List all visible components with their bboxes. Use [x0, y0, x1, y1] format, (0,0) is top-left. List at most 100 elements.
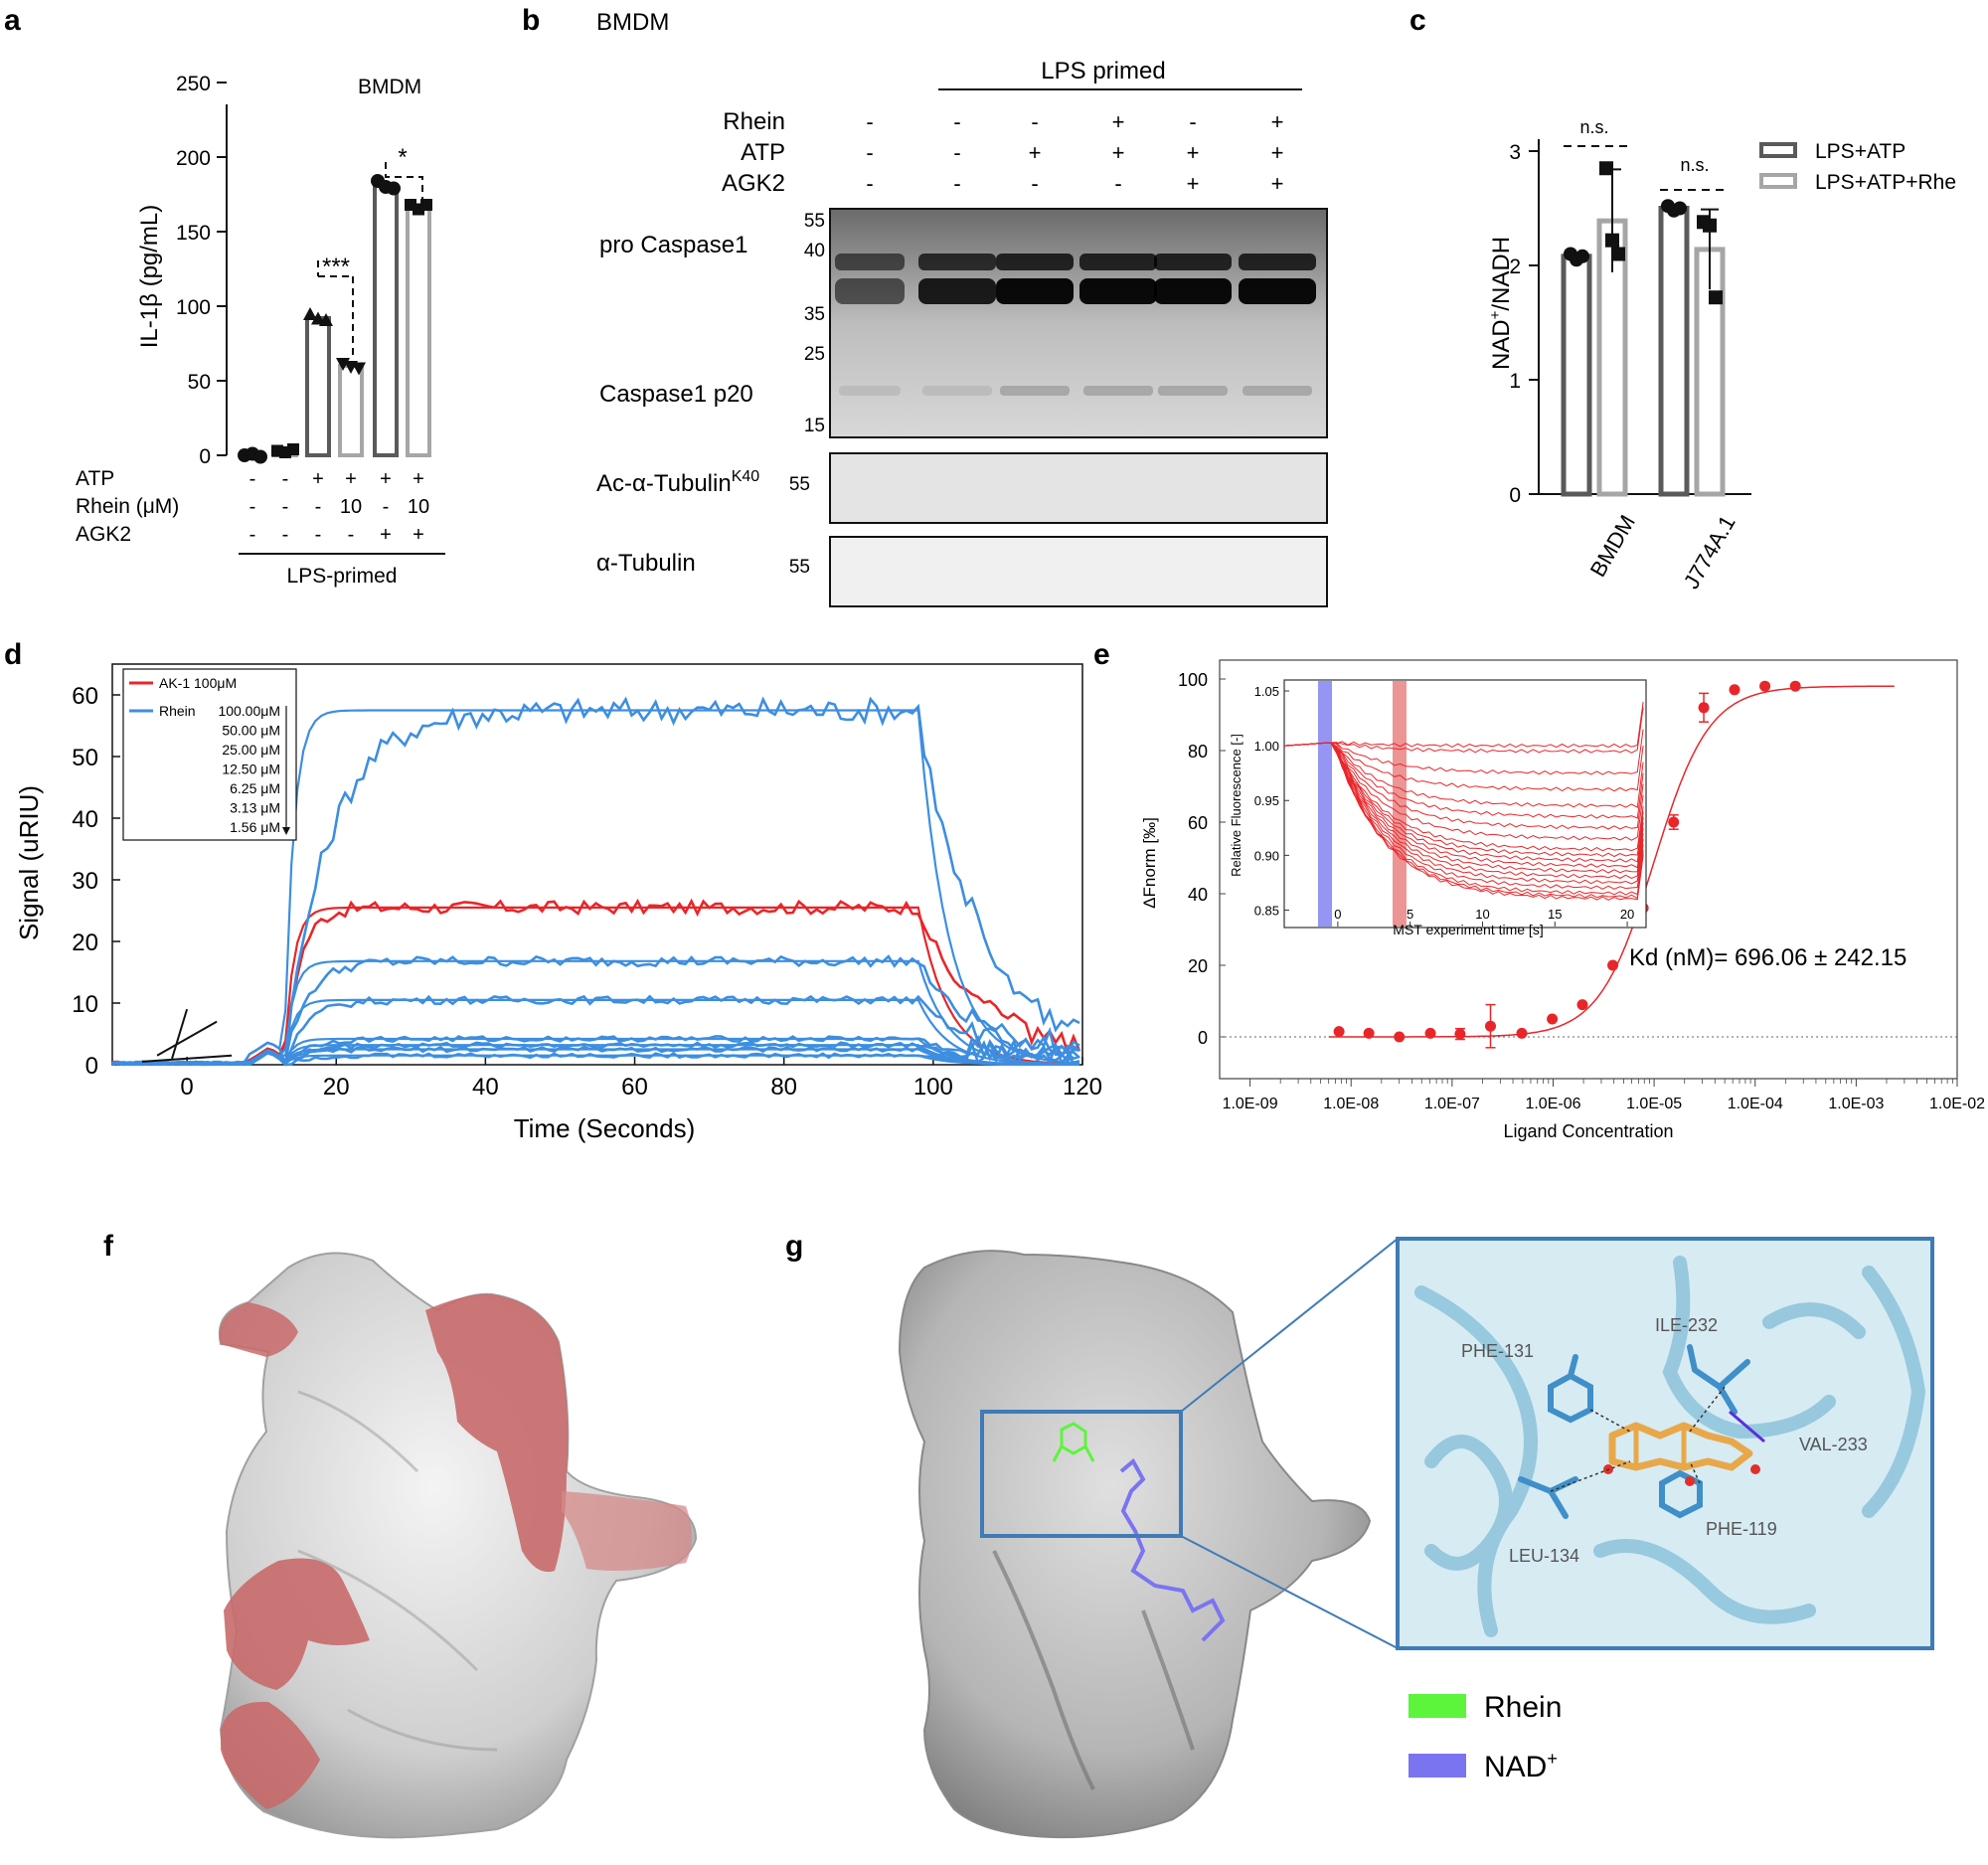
mw-55-ac: 55 [789, 474, 810, 495]
a-ytick-label: 0 [199, 445, 211, 468]
row-label-atp: ATP [76, 467, 114, 490]
d-xtick-label: 40 [472, 1074, 499, 1101]
band-pro-casp-upper [1154, 254, 1232, 270]
panel-c: NAD+/NADH 0 1 2 3 n.s. n.s. BMDM J774A.1 LP… [1487, 117, 1956, 593]
legend-conc: 1.56 μM [230, 819, 280, 835]
panel-c-ylabel: NAD+/NADH [1487, 237, 1515, 370]
a-point [387, 181, 401, 196]
zoom-residue-labels: ILE-232 PHE-131 VAL-233 LEU-134 PHE-119 [1461, 1315, 1868, 1566]
mw-25: 25 [804, 344, 825, 365]
panel-b: BMDM LPS primed Rhein ATP AGK2 - - - + - + - - +… [596, 9, 1328, 607]
a-ytick-label: 250 [176, 73, 211, 95]
blot-alpha-tubulin [829, 536, 1328, 607]
inset-ytick-label: 0.85 [1254, 903, 1279, 918]
band-pro-casp-upper [1079, 254, 1157, 270]
legend-ak1: AK-1 100μM [159, 675, 237, 691]
inset-ytick-label: 1.05 [1254, 684, 1279, 699]
b-cond-cell: - [1031, 171, 1038, 196]
inset-trace [1283, 742, 1644, 830]
band-pro-casp [1154, 278, 1232, 304]
panel-d-ylabel: Signal (uRIU) [14, 785, 44, 940]
legend-nad-sup: + [1547, 1749, 1558, 1769]
panel-c-ylabel-sup: + [1487, 310, 1504, 319]
panel-e-ylabel: ΔFnorm [‰] [1140, 817, 1159, 909]
res-phe131: PHE-131 [1461, 1341, 1534, 1361]
d-xtick-label: 120 [1063, 1074, 1102, 1101]
b-cond-cell: + [1187, 171, 1200, 196]
label-alpha-tubulin: α-Tubulin [596, 550, 696, 577]
res-val233: VAL-233 [1799, 1435, 1868, 1454]
panel-f-protein-surface [218, 1252, 698, 1839]
blot-caspase1 [829, 208, 1328, 438]
panel-letter-f: f [103, 1230, 114, 1263]
row-label-rhein: Rhein (μM) [76, 495, 179, 518]
e-point [1424, 1027, 1436, 1039]
a-cond-cell: - [249, 524, 256, 546]
inset-traces: 0.85 0.90 0.95 1.00 1.05 0 5 10 15 20 [1254, 684, 1644, 927]
d-xtick-label: 60 [621, 1074, 648, 1101]
zoom-region-box [980, 1410, 1183, 1538]
a-bar [406, 206, 431, 457]
d-ytick-label: 30 [72, 868, 98, 895]
mw-15: 15 [804, 416, 825, 436]
e-point [1729, 684, 1740, 696]
e-xtick-label: 1.0E-02 [1929, 1096, 1985, 1112]
band-p20 [839, 386, 901, 396]
surface-patch-1 [219, 1302, 298, 1357]
a-cond-cell: - [249, 496, 256, 518]
panel-c-bars [1561, 161, 1726, 497]
panel-d-xlabel: Time (Seconds) [514, 1113, 696, 1143]
c-bar [1658, 206, 1690, 497]
legend-swatch-lps-atp-rhe [1759, 173, 1797, 189]
e-xtick-label: 1.0E-03 [1828, 1096, 1884, 1112]
sig-star: * [398, 144, 407, 171]
panel-g: ILE-232 PHE-131 VAL-233 LEU-134 PHE-119 … [898, 1237, 1934, 1839]
a-point [352, 362, 366, 376]
d-curve-fit [111, 906, 1080, 1067]
a-cond-cell: + [345, 468, 357, 490]
b-cond-cell: - [953, 171, 960, 196]
c-point [1599, 161, 1613, 176]
e-point [1607, 959, 1619, 971]
e-point [1547, 1013, 1559, 1025]
panel-c-ylabel-post: /NADH [1488, 237, 1515, 311]
panel-letter-g: g [785, 1230, 803, 1263]
inset-ylabel: Relative Fluorescence [-] [1229, 734, 1243, 877]
d-xtick-label: 100 [913, 1074, 953, 1101]
b-cond-cell: + [1112, 140, 1125, 165]
inset-trace [1283, 742, 1644, 880]
b-cond-cell: - [953, 140, 960, 165]
a-cond-cell: 10 [408, 496, 429, 518]
panel-a-group-label: LPS-primed [287, 565, 398, 588]
e-xtick-label: 1.0E-06 [1525, 1096, 1580, 1112]
ligand-rhein [1052, 1422, 1095, 1462]
e-xtick-label: 1.0E-08 [1323, 1096, 1379, 1112]
c-point [1709, 290, 1723, 305]
sig-triple-star: *** [322, 254, 350, 280]
a-cond-cell: + [380, 524, 392, 546]
d-xtick-label: 20 [323, 1074, 350, 1101]
row-label-agk2: AGK2 [76, 523, 131, 546]
inset-trace [1283, 742, 1644, 792]
row-label-agk2: AGK2 [722, 170, 785, 197]
inset-trace [1283, 707, 1644, 754]
ligand-nad [1119, 1457, 1226, 1642]
c-point [1703, 218, 1717, 233]
a-cond-cell: 10 [340, 496, 362, 518]
surface-patch-3 [562, 1491, 692, 1571]
e-ytick-label: 40 [1188, 885, 1208, 905]
mw-55-alpha: 55 [789, 557, 810, 578]
label-caspase1-p20: Caspase1 p20 [599, 381, 753, 408]
inset-xtick-label: 15 [1548, 907, 1562, 922]
d-ytick-label: 10 [72, 991, 98, 1018]
c-point [1673, 201, 1687, 216]
a-cond-cell: - [282, 524, 289, 546]
c-point [1611, 247, 1625, 261]
d-xtick-label: 0 [180, 1074, 193, 1101]
res-phe119: PHE-119 [1706, 1519, 1777, 1539]
d-xtick-label: 80 [770, 1074, 797, 1101]
panel-letter-a: a [4, 4, 21, 37]
panel-e-kd: Kd (nM)= 696.06 ± 242.15 [1629, 944, 1906, 971]
b-cond-cell: + [1271, 109, 1284, 134]
a-ytick-label: 100 [176, 296, 211, 319]
